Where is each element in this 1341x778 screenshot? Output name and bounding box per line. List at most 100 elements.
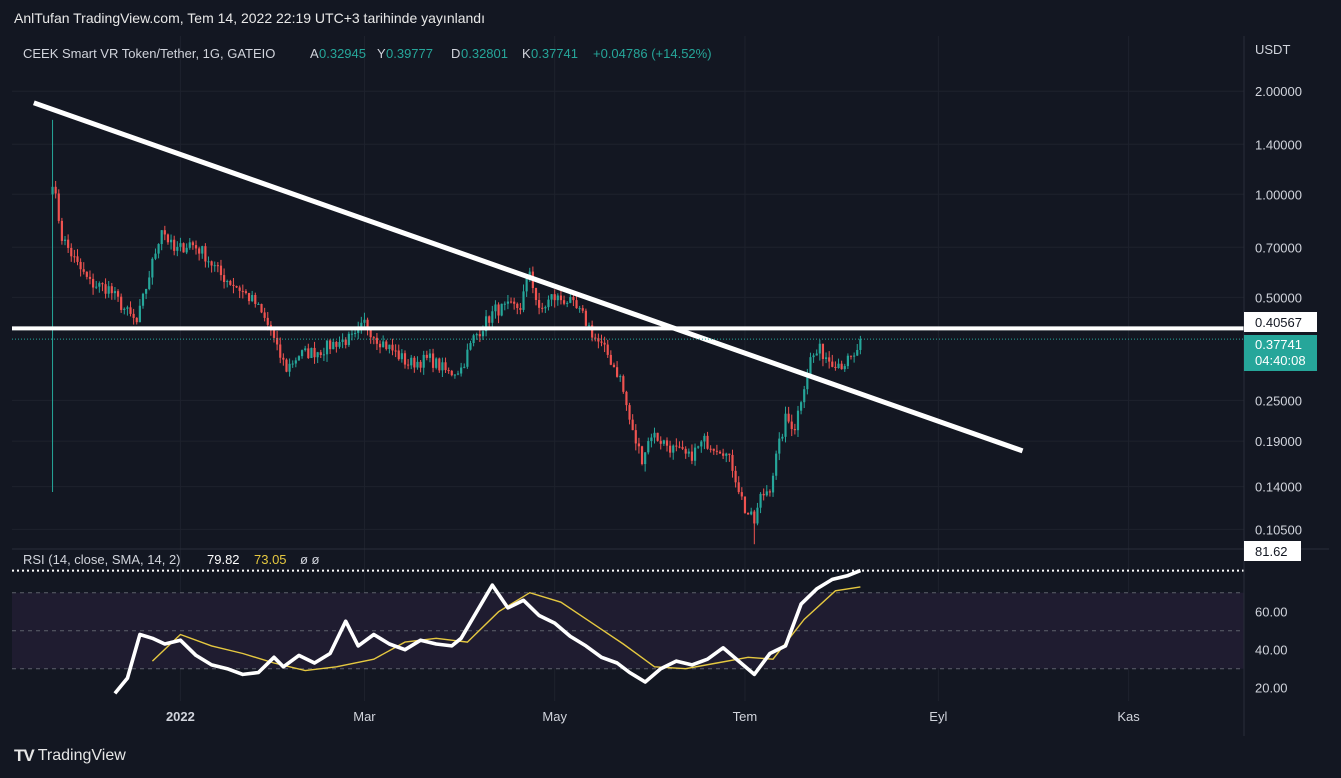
candle[interactable] <box>357 328 360 333</box>
candle[interactable] <box>213 265 216 267</box>
candle[interactable] <box>600 341 603 343</box>
candle[interactable] <box>606 344 609 355</box>
candle[interactable] <box>182 243 185 253</box>
candle[interactable] <box>216 265 219 267</box>
candle[interactable] <box>419 361 422 368</box>
candle[interactable] <box>824 357 828 359</box>
candle[interactable] <box>703 435 706 442</box>
candle[interactable] <box>407 364 410 366</box>
candle[interactable] <box>812 355 815 358</box>
trendline[interactable] <box>33 100 1024 454</box>
candle[interactable] <box>709 448 712 450</box>
candle[interactable] <box>466 349 469 367</box>
candle[interactable] <box>481 331 485 337</box>
candle[interactable] <box>110 286 113 294</box>
candle[interactable] <box>640 446 644 465</box>
candle[interactable] <box>740 492 743 497</box>
candle[interactable] <box>456 373 460 375</box>
candle[interactable] <box>513 301 516 304</box>
candle[interactable] <box>765 491 768 496</box>
candle[interactable] <box>307 348 310 359</box>
candle[interactable] <box>207 261 210 263</box>
candle[interactable] <box>241 290 244 292</box>
candle[interactable] <box>325 340 329 355</box>
candle[interactable] <box>615 367 619 377</box>
candle[interactable] <box>659 440 662 444</box>
candle[interactable] <box>431 353 435 368</box>
candle[interactable] <box>712 448 715 451</box>
candle[interactable] <box>494 304 497 312</box>
candle[interactable] <box>622 376 625 392</box>
candle[interactable] <box>541 307 544 309</box>
candle[interactable] <box>191 242 194 246</box>
candle[interactable] <box>581 308 584 311</box>
candle[interactable] <box>219 265 223 276</box>
chart-frame[interactable]: CEEK Smart VR Token/Tether, 1G, GATEIO A… <box>12 36 1329 736</box>
candle[interactable] <box>148 277 151 289</box>
candle[interactable] <box>528 271 531 278</box>
candle[interactable] <box>104 284 107 294</box>
candle[interactable] <box>796 410 800 431</box>
candle[interactable] <box>793 429 796 431</box>
candle[interactable] <box>700 441 703 447</box>
candle[interactable] <box>157 244 160 254</box>
candle[interactable] <box>781 436 784 439</box>
candle[interactable] <box>818 343 821 354</box>
candle[interactable] <box>135 317 138 323</box>
candle[interactable] <box>665 440 669 446</box>
candle[interactable] <box>715 450 718 452</box>
candle[interactable] <box>828 357 831 362</box>
candle[interactable] <box>706 435 709 449</box>
candle[interactable] <box>675 445 678 447</box>
candle[interactable] <box>441 362 444 371</box>
candle[interactable] <box>210 261 213 266</box>
candle[interactable] <box>285 359 288 372</box>
candle[interactable] <box>57 193 60 221</box>
candle[interactable] <box>313 347 316 358</box>
candle[interactable] <box>76 256 79 262</box>
candle[interactable] <box>743 496 747 513</box>
candle[interactable] <box>809 357 812 375</box>
candle[interactable] <box>335 341 338 347</box>
candle[interactable] <box>656 432 659 441</box>
candle[interactable] <box>556 295 559 301</box>
candle[interactable] <box>559 295 563 301</box>
candle[interactable] <box>300 350 304 357</box>
candle[interactable] <box>718 451 722 454</box>
candle[interactable] <box>257 303 260 305</box>
candle[interactable] <box>322 354 325 356</box>
candle[interactable] <box>397 350 400 360</box>
candle[interactable] <box>753 511 756 524</box>
candle[interactable] <box>360 322 363 329</box>
currency-label[interactable]: USDT <box>1255 42 1290 57</box>
candle[interactable] <box>254 295 257 304</box>
candle[interactable] <box>522 291 525 310</box>
candle[interactable] <box>800 402 803 411</box>
candle[interactable] <box>853 355 856 357</box>
candle[interactable] <box>375 337 379 344</box>
candle[interactable] <box>525 277 528 292</box>
candle[interactable] <box>329 340 332 350</box>
candle[interactable] <box>637 443 641 447</box>
candle[interactable] <box>506 301 510 304</box>
candle[interactable] <box>578 308 581 310</box>
candle[interactable] <box>151 258 154 278</box>
candle[interactable] <box>279 344 282 358</box>
candle[interactable] <box>503 303 506 305</box>
candle[interactable] <box>669 445 672 453</box>
candle[interactable] <box>416 361 419 368</box>
candle[interactable] <box>787 413 790 422</box>
candle[interactable] <box>538 300 541 308</box>
candle[interactable] <box>70 247 73 257</box>
candle[interactable] <box>575 300 578 309</box>
candle[interactable] <box>644 452 647 465</box>
candle[interactable] <box>166 234 170 243</box>
candle[interactable] <box>569 297 572 303</box>
candle[interactable] <box>141 293 145 306</box>
candle[interactable] <box>154 253 157 259</box>
candle[interactable] <box>519 308 522 310</box>
candle[interactable] <box>229 280 232 285</box>
candle[interactable] <box>145 288 148 294</box>
candle[interactable] <box>173 239 176 251</box>
candle[interactable] <box>687 451 690 454</box>
